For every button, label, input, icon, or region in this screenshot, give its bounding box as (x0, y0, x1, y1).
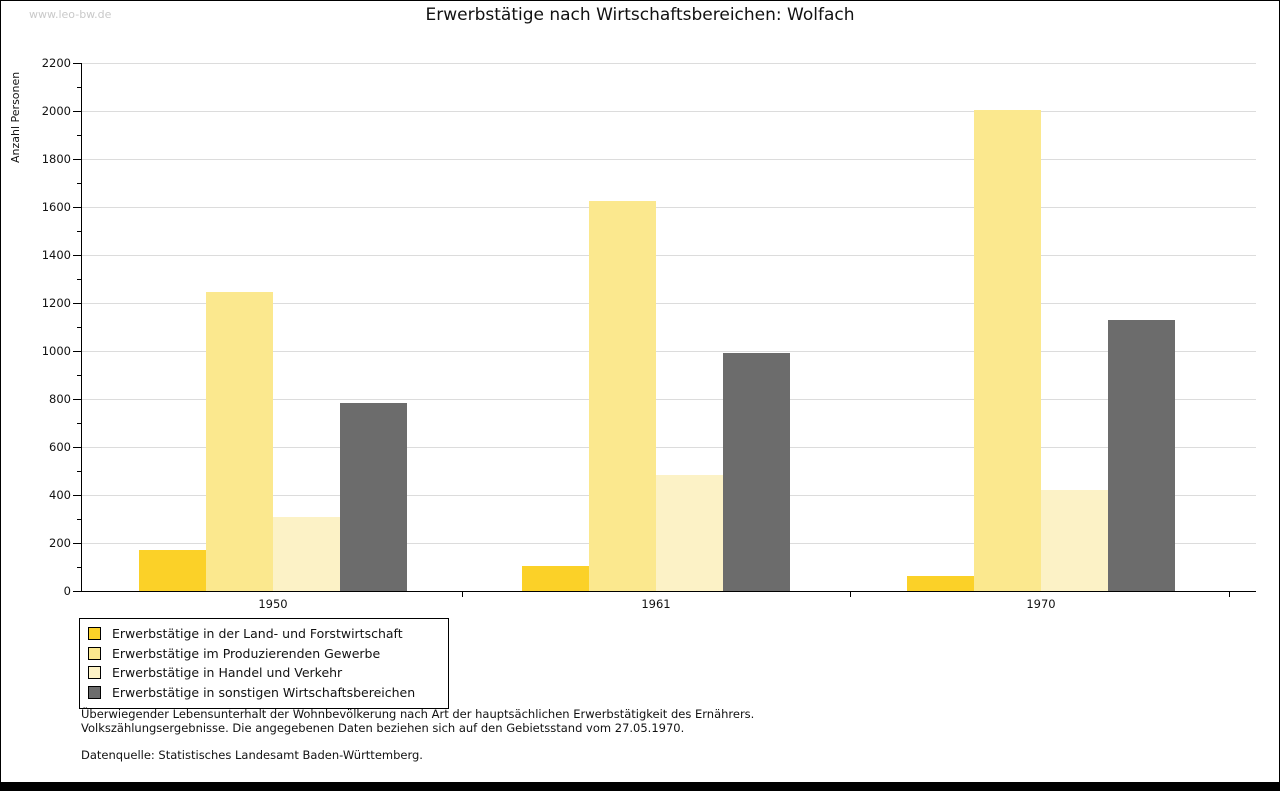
y-tick-2000 (73, 111, 81, 112)
y-tick-800 (73, 399, 81, 400)
y-tick-label-1200: 1200 (41, 296, 71, 310)
x-tick-label-1950: 1950 (258, 597, 288, 611)
plot-area: 0 200 400 600 800 1000 1200 1400 1600 1800 2000 220… (42, 56, 1256, 611)
y-axis-line (81, 63, 82, 592)
y-minor-tick-1700 (77, 183, 81, 184)
gridline-y-1400 (81, 255, 1256, 256)
x-tick-label-1961: 1961 (641, 597, 671, 611)
legend: Erwerbstätige in der Land- und Forstwirt… (79, 618, 449, 709)
gridline-y-1000 (81, 351, 1256, 352)
bar-series2-1970 (974, 109, 1041, 591)
gridline-y-1600 (81, 207, 1256, 208)
gridline-y-1200 (81, 303, 1256, 304)
y-minor-tick-1900 (77, 135, 81, 136)
gridline-y-800 (81, 399, 1256, 400)
legend-swatch-icon (88, 627, 101, 641)
y-minor-tick-1100 (77, 327, 81, 328)
legend-swatch-icon (88, 666, 101, 680)
gridline-y-2200 (81, 63, 1256, 64)
bar-series4-1950 (340, 402, 407, 591)
y-tick-label-1600: 1600 (41, 200, 71, 214)
legend-label: Erwerbstätige in der Land- und Forstwirt… (112, 626, 403, 642)
legend-label: Erwerbstätige in Handel und Verkehr (112, 665, 343, 681)
footnote-line2: Volkszählungsergebnisse. Die angegebenen… (81, 720, 685, 735)
bar-series1-1950 (139, 550, 206, 591)
y-tick-1400 (73, 255, 81, 256)
bar-series3-1961 (656, 474, 723, 591)
footnote: Überwiegender Lebensunterhalt der Wohnbe… (81, 707, 755, 763)
bottom-frame-bar (1, 782, 1279, 790)
y-tick-200 (73, 543, 81, 544)
y-tick-1000 (73, 351, 81, 352)
bar-series4-1970 (1108, 319, 1175, 591)
y-tick-1800 (73, 159, 81, 160)
y-minor-tick-1300 (77, 279, 81, 280)
gridline-y-2000 (81, 111, 1256, 112)
y-minor-tick-1500 (77, 231, 81, 232)
y-tick-label-0: 0 (63, 584, 71, 598)
chart-title: Erwerbstätige nach Wirtschaftsbereichen:… (425, 5, 855, 25)
y-tick-1200 (73, 303, 81, 304)
y-tick-label-1000: 1000 (41, 344, 71, 358)
y-tick-400 (73, 495, 81, 496)
legend-item-2: Erwerbstätige im Produzierenden Gewerbe (88, 644, 440, 664)
y-minor-tick-2100 (77, 87, 81, 88)
bar-series3-1950 (273, 516, 340, 591)
y-tick-label-800: 800 (49, 392, 71, 406)
gridline-y-1800 (81, 159, 1256, 160)
x-tick-label-1970: 1970 (1026, 597, 1056, 611)
bar-series1-1970 (907, 576, 974, 591)
y-tick-label-600: 600 (49, 440, 71, 454)
legend-item-4: Erwerbstätige in sonstigen Wirtschaftsbe… (88, 683, 440, 703)
y-minor-tick-900 (77, 375, 81, 376)
legend-item-1: Erwerbstätige in der Land- und Forstwirt… (88, 624, 440, 644)
x-minor-tick-1 (462, 592, 463, 597)
watermark: www.leo-bw.de (29, 8, 112, 21)
bar-series2-1961 (589, 201, 656, 591)
y-minor-tick-700 (77, 423, 81, 424)
x-minor-tick-2 (850, 592, 851, 597)
bar-series2-1950 (206, 292, 273, 591)
y-tick-1600 (73, 207, 81, 208)
x-minor-tick-3 (1229, 592, 1230, 597)
x-axis-line (81, 591, 1256, 592)
footnote-line1: Überwiegender Lebensunterhalt der Wohnbe… (81, 707, 755, 721)
legend-swatch-icon (88, 646, 101, 660)
y-tick-label-2200: 2200 (41, 56, 71, 70)
y-tick-0 (73, 591, 81, 592)
bar-series3-1970 (1041, 490, 1108, 591)
bar-series4-1961 (723, 353, 790, 591)
y-minor-tick-300 (77, 519, 81, 520)
y-tick-2200 (73, 63, 81, 64)
legend-label: Erwerbstätige im Produzierenden Gewerbe (112, 645, 381, 661)
y-tick-label-200: 200 (49, 536, 71, 550)
gridline-y-600 (81, 447, 1256, 448)
y-minor-tick-500 (77, 471, 81, 472)
legend-item-3: Erwerbstätige in Handel und Verkehr (88, 663, 440, 683)
y-tick-label-400: 400 (49, 488, 71, 502)
y-tick-label-1800: 1800 (41, 152, 71, 166)
bar-series1-1961 (522, 565, 589, 591)
y-tick-600 (73, 447, 81, 448)
y-minor-tick-100 (77, 567, 81, 568)
y-tick-label-1400: 1400 (41, 248, 71, 262)
data-source: Datenquelle: Statistisches Landesamt Bad… (81, 748, 423, 762)
y-tick-label-2000: 2000 (41, 104, 71, 118)
legend-label: Erwerbstätige in sonstigen Wirtschaftsbe… (112, 684, 416, 700)
legend-swatch-icon (88, 685, 101, 699)
